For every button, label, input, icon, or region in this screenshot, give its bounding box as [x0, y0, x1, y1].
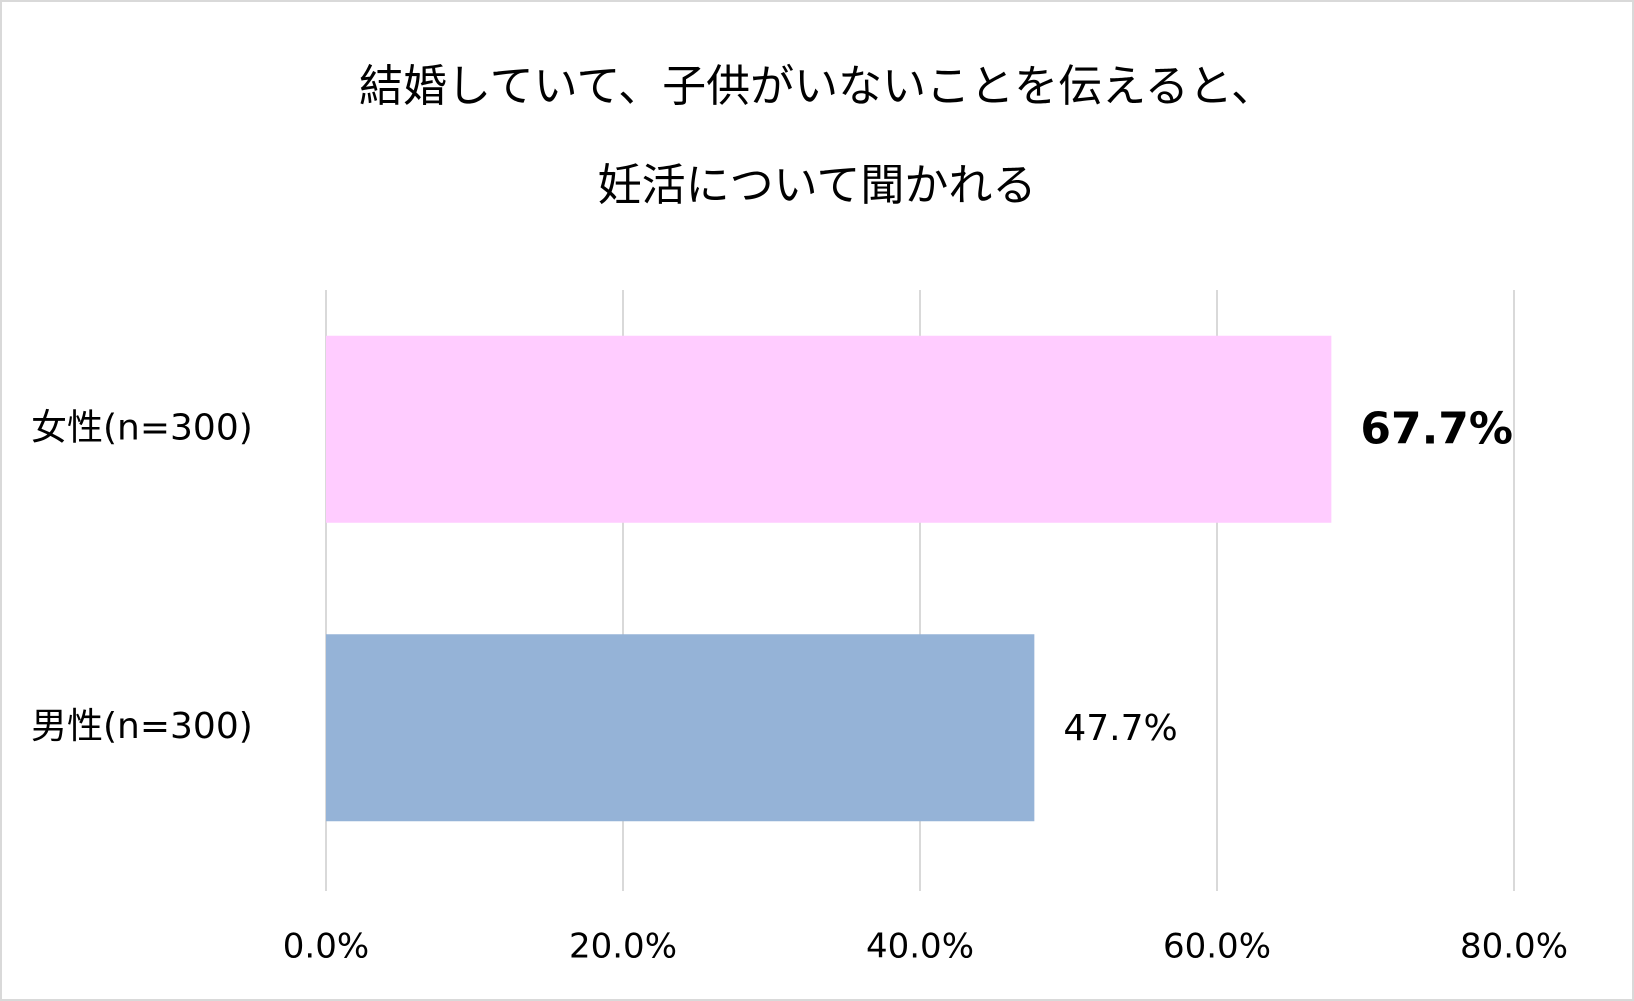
- bar: [326, 335, 1332, 523]
- x-tick-label: 60.0%: [1163, 927, 1271, 967]
- x-tick-label: 20.0%: [569, 927, 677, 967]
- chart-title: 結婚していて、子供がいないことを伝えると、: [359, 61, 1275, 112]
- y-tick-label: 女性(n=300): [31, 407, 253, 448]
- x-tick-label: 0.0%: [283, 927, 369, 967]
- y-tick-label: 男性(n=300): [31, 706, 253, 747]
- value-label: 67.7%: [1360, 403, 1513, 454]
- bar: [326, 634, 1035, 822]
- x-tick-label: 80.0%: [1460, 927, 1568, 967]
- x-tick-label: 40.0%: [866, 927, 974, 967]
- chart-title: 妊活について聞かれる: [598, 160, 1037, 211]
- value-label: 47.7%: [1063, 708, 1177, 749]
